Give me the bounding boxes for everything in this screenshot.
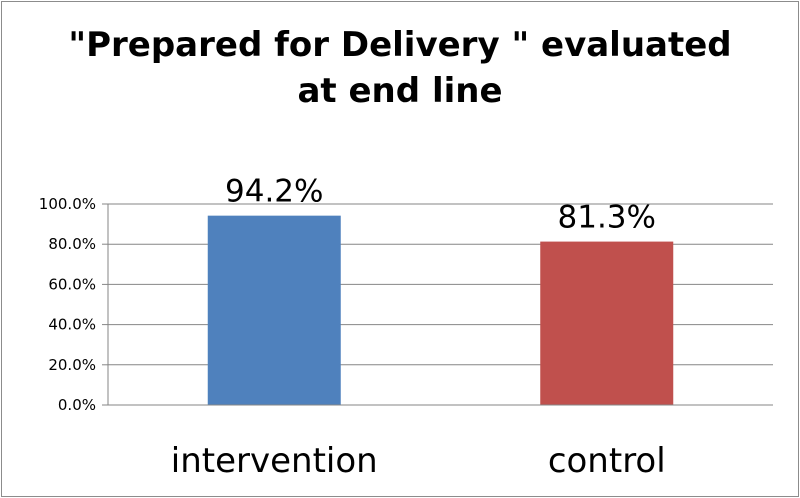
y-tick-label: 40.0% xyxy=(48,316,96,334)
category-label-intervention: intervention xyxy=(171,441,378,481)
y-tick-label: 80.0% xyxy=(48,235,96,253)
bar-intervention xyxy=(207,215,341,405)
y-tick-label: 0.0% xyxy=(58,396,96,414)
y-tick-label: 100.0% xyxy=(39,195,96,213)
chart-title-line-2: at end line xyxy=(297,71,503,111)
y-tick-label: 20.0% xyxy=(48,356,96,374)
chart-title-line-1: "Prepared for Delivery " evaluated xyxy=(68,25,732,65)
category-label-control: control xyxy=(548,441,666,481)
data-label-intervention: 94.2% xyxy=(225,174,323,210)
chart-title: "Prepared for Delivery " evaluated at en… xyxy=(0,22,800,114)
y-tick-label: 60.0% xyxy=(48,275,96,293)
data-label-control: 81.3% xyxy=(558,200,656,236)
bar-control xyxy=(540,241,674,405)
